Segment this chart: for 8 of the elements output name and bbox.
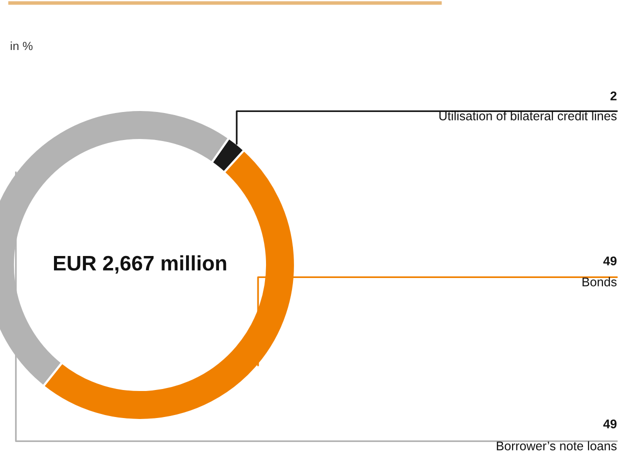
slice-label: Borrower’s note loans: [496, 441, 617, 450]
slice-label: Bonds: [582, 277, 617, 286]
data-label: 2: [610, 92, 616, 100]
chart-subtitle: in %: [10, 42, 33, 50]
data-label: 49: [603, 256, 617, 266]
data-label: 49: [603, 420, 617, 428]
text: EUR 2,667 million: [54, 255, 226, 274]
slice-label: Utilisation of bilateral credit lines: [439, 111, 617, 120]
